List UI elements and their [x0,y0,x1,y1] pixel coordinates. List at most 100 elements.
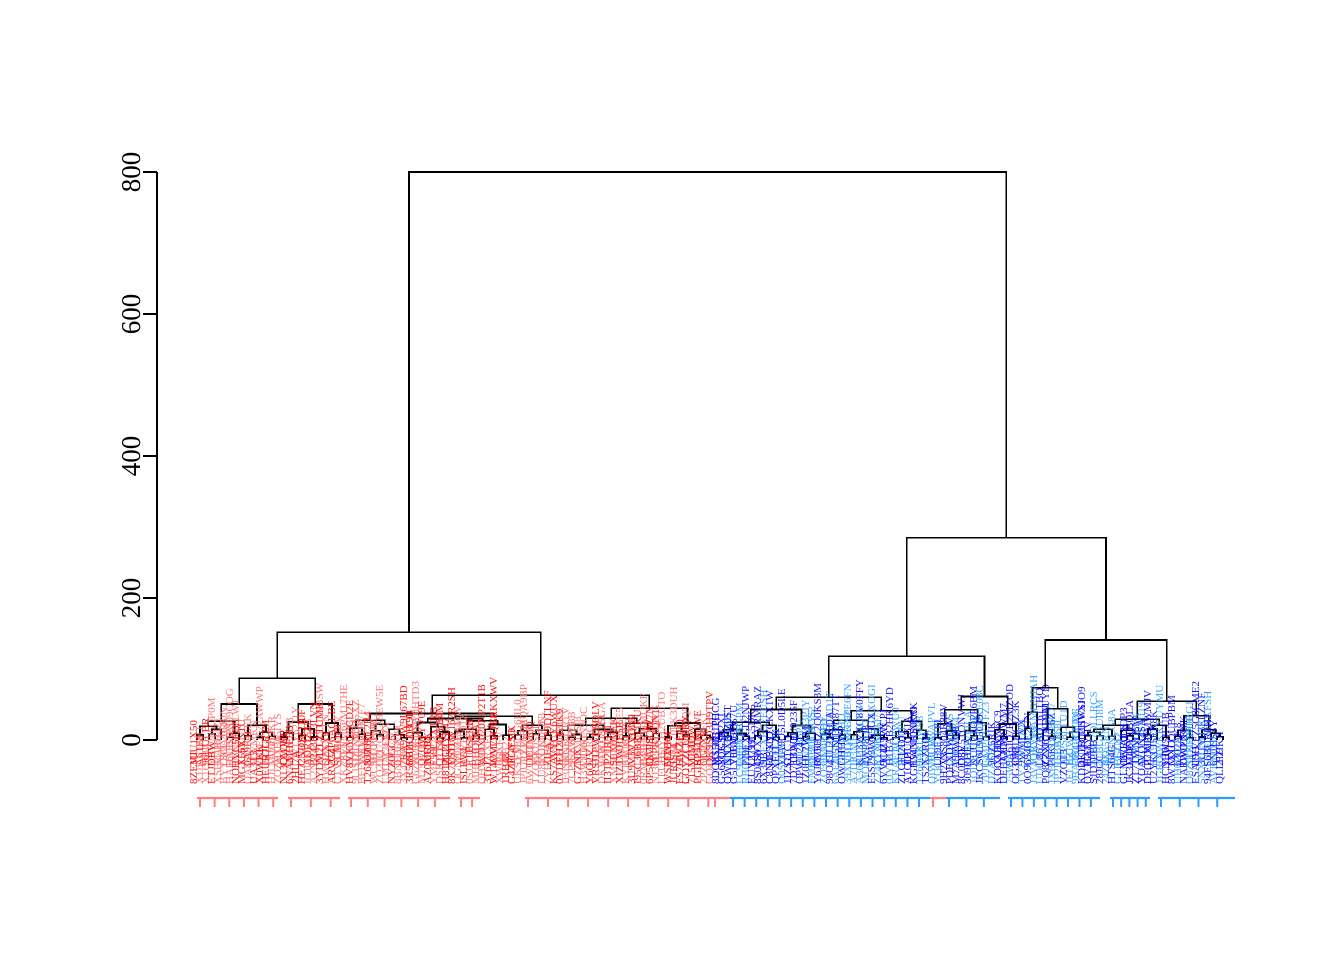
dendrogram-link [1144,733,1152,740]
leaf-label: HEUR7G77M [260,720,272,784]
leaf-label: GTC1U [782,731,794,767]
dendrogram-link [1012,735,1020,740]
leaf-label: MXLQUBPBM [1166,695,1178,766]
leaf-label: 9OZ5RIK [986,721,998,766]
leaf-label: DETM6Q [524,721,536,766]
leaf-label: 0Z4F7ID5E5 [614,707,626,766]
leaf-label: 0A9FA6 [242,728,254,766]
leaf-label: P7XI5 [1142,737,1154,766]
dendrogram-link [454,715,534,726]
dendrogram-link [622,734,630,740]
dendrogram-link [607,731,618,740]
leaf-label: Q02QOVY5 [806,709,818,766]
dendrogram-link [1087,731,1101,736]
dendrogram-link [297,703,333,724]
leaf-label: VMVZLX [356,719,368,766]
dendrogram-link [1096,734,1104,740]
leaf-label: JCR1IDB4 [950,717,962,766]
leaf-label: 868691 [362,733,374,766]
leaf-label: 96UULBR [200,717,212,766]
dendrogram-link [589,733,600,740]
leaf-label: ZRXFU5 [482,724,494,766]
leaf-label: FI3XY7CKX1W [764,690,776,766]
dendrogram-link [283,732,294,740]
leaf-label: NOHVC5FQS [230,719,242,784]
dendrogram-link [791,724,812,734]
leaf-label: XQIBW6C9 [992,710,1004,766]
leaf-label: DWPXWK [1178,715,1190,766]
leaf-label: WM7FQGRKXWV [488,677,500,766]
leaf-label-band: 3UU1X508ZEMIA61E8XJJKVTMO96UULBRX1O8BX8Y… [188,675,1226,784]
leaf-label: MORJN091CL [860,716,872,784]
dendrogram-link [310,736,318,740]
leaf-label: ZT7TWNO5M [1130,717,1142,784]
leaf-label: 4N1CTTY3 [536,712,548,766]
leaf-label: PGIBP4TN0WE [692,710,704,784]
leaf-label: 8ZEMI [188,751,200,784]
leaf-label: 4WP8O8 [860,725,872,766]
dendrogram-link [1024,727,1032,740]
leaf-label: KRAETJ [890,742,902,784]
dendrogram-link [901,720,923,732]
dendrogram-link [731,721,771,730]
leaf-label: QWNNXKIZ0ST [722,705,734,784]
leaf-label: 0VDEH2OLTK9 [554,708,566,784]
dendrogram-link [585,717,638,726]
leaf-label: 0SJ2G0ZJBW [464,720,476,784]
dendrogram-link [488,723,507,736]
dendrogram-link [1177,729,1191,738]
leaf-label: G4ZFGYSO [506,728,518,784]
dendrogram-link [535,729,549,736]
leaf-label: MS50IUTHCG [710,697,722,766]
leaf-label: B243K03LVN [308,702,320,766]
leaf-label: P6KLUL6Z [1046,713,1058,766]
leaf-label: OF0ATSOP3 [1118,707,1130,766]
leaf-label: 4TBGJGUI8M [1094,699,1106,766]
leaf-label: RD73V56B [722,713,734,766]
leaf-label: 6P58X7J8C8Z [644,718,656,784]
dendrogram-link [757,730,768,740]
dendrogram-link [412,731,423,740]
dendrogram-link [517,729,528,740]
leaf-label: II3TP2JR52T [602,723,614,784]
leaf-label: 71ZVK9AQA9BP [518,684,530,766]
leaf-label: SLMQ80 [332,724,344,766]
leaf-label: 0O9694OL2UN [1022,712,1034,784]
leaf-label: BZJW3 [1064,731,1076,766]
leaf-label: C9BD0CJZ3K [1010,701,1022,766]
leaf-label: IF0SKGD [560,739,572,784]
leaf-label: 28FNM6PM17HE [338,684,350,766]
leaf-label: ESAI9H [1190,746,1202,784]
leaf-label: MZBCE [662,728,674,766]
leaf-label: KOCAHV [992,737,1004,784]
leaf-label: 1Z0HL2WM [800,726,812,784]
dendrogram-link [416,721,439,733]
dendrogram-link [850,709,913,722]
dendrogram-link [1210,732,1221,740]
leaf-label: BYYSOA1GB [218,718,230,784]
dendrogram-link [301,728,315,738]
leaf-label: 7PJU4 [980,754,992,784]
leaf-label: ZOZH1U6 [272,735,284,784]
leaf-label: 0PB22 [500,736,512,766]
dendrogram-link [1186,737,1194,740]
leaf-label: LC9AFFV6B [734,723,746,784]
leaf-label: O8ZIRKHXORGJ [1184,701,1196,784]
leaf-label: 3UTY83ELZNF [1196,693,1208,766]
leaf-label: YCGSB [716,729,728,766]
leaf-label: KX9TTN [1148,723,1160,766]
dendrogram-link [998,723,1017,737]
dendrogram-link [838,734,846,740]
dendrogram-link [559,729,578,735]
leaf-label: 3UU1X50 [188,720,200,766]
leaf-label: JEL15C [1064,748,1076,784]
dendrogram-link [370,729,381,740]
dendrogram-link [460,736,468,740]
axis-tick-label-800: 800 [116,152,146,193]
leaf-label: ADRIZZ2 [302,720,314,766]
leaf-label: 2JUT4YU7NBSW [314,682,326,766]
leaf-label: QAPSOW7N [644,706,656,766]
leaf-label: APPS8LTU1D [1058,700,1070,766]
dendrogram-link [586,736,594,740]
